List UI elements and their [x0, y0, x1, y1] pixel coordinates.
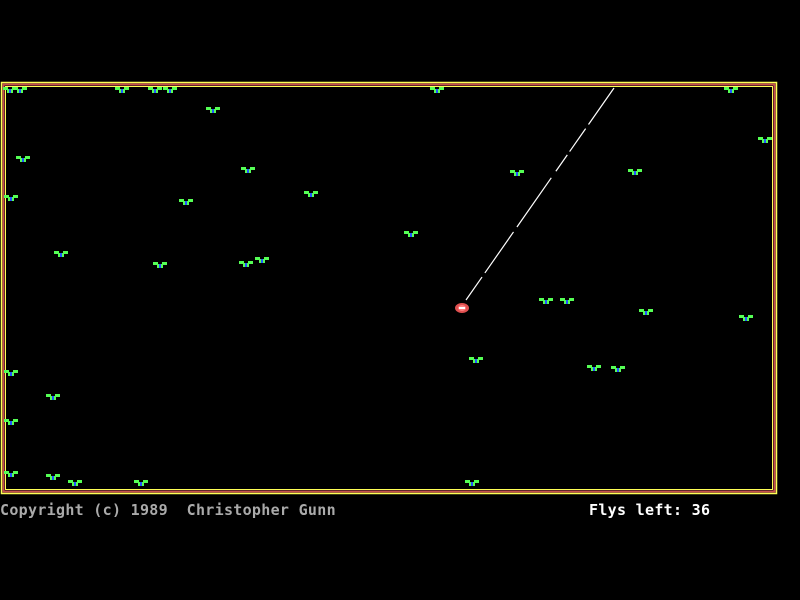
fly-icon: [163, 87, 177, 93]
frog: [455, 303, 469, 313]
fly-icon: [206, 107, 220, 113]
fly-icon: [134, 480, 148, 486]
fly-icon: [255, 257, 269, 263]
flys-left-label: Flys left:: [589, 501, 683, 519]
fly-icon: [4, 419, 18, 425]
fly-icon: [46, 394, 60, 400]
fly-icon: [304, 191, 318, 197]
copyright-text: Copyright (c) 1989 Christopher Gunn: [0, 501, 336, 519]
fly-icon: [724, 87, 738, 93]
fly-icon: [153, 262, 167, 268]
fly-icon: [560, 298, 574, 304]
fly-icon: [16, 156, 30, 162]
fly-icon: [587, 365, 601, 371]
flys-left-counter: Flys left: 36: [589, 500, 710, 520]
playfield: [0, 81, 778, 495]
fly-icon: [465, 480, 479, 486]
fly-icon: [68, 480, 82, 486]
fly-icon: [54, 251, 68, 257]
fly-icon: [115, 87, 129, 93]
fly-icon: [4, 471, 18, 477]
fly-icon: [430, 87, 444, 93]
border-inner: [5, 86, 773, 490]
fly-icon: [510, 170, 524, 176]
fly-icon: [4, 195, 18, 201]
fly-icon: [639, 309, 653, 315]
fly-icon: [46, 474, 60, 480]
fly-icon: [179, 199, 193, 205]
fly-icon: [239, 261, 253, 267]
flys-left-value: 36: [691, 501, 711, 519]
fly-icon: [539, 298, 553, 304]
fly-icon: [241, 167, 255, 173]
fly-icon: [469, 357, 483, 363]
fly-icon: [628, 169, 642, 175]
fly-icon: [611, 366, 625, 372]
fly-icon: [758, 137, 772, 143]
fly-icon: [13, 87, 27, 93]
fly-icon: [404, 231, 418, 237]
border-outer: [0, 81, 778, 495]
fly-icon: [148, 87, 162, 93]
fly-icon: [739, 315, 753, 321]
frog-tongue: [465, 87, 615, 301]
fly-icon: [4, 370, 18, 376]
border-middle: [2, 83, 776, 493]
